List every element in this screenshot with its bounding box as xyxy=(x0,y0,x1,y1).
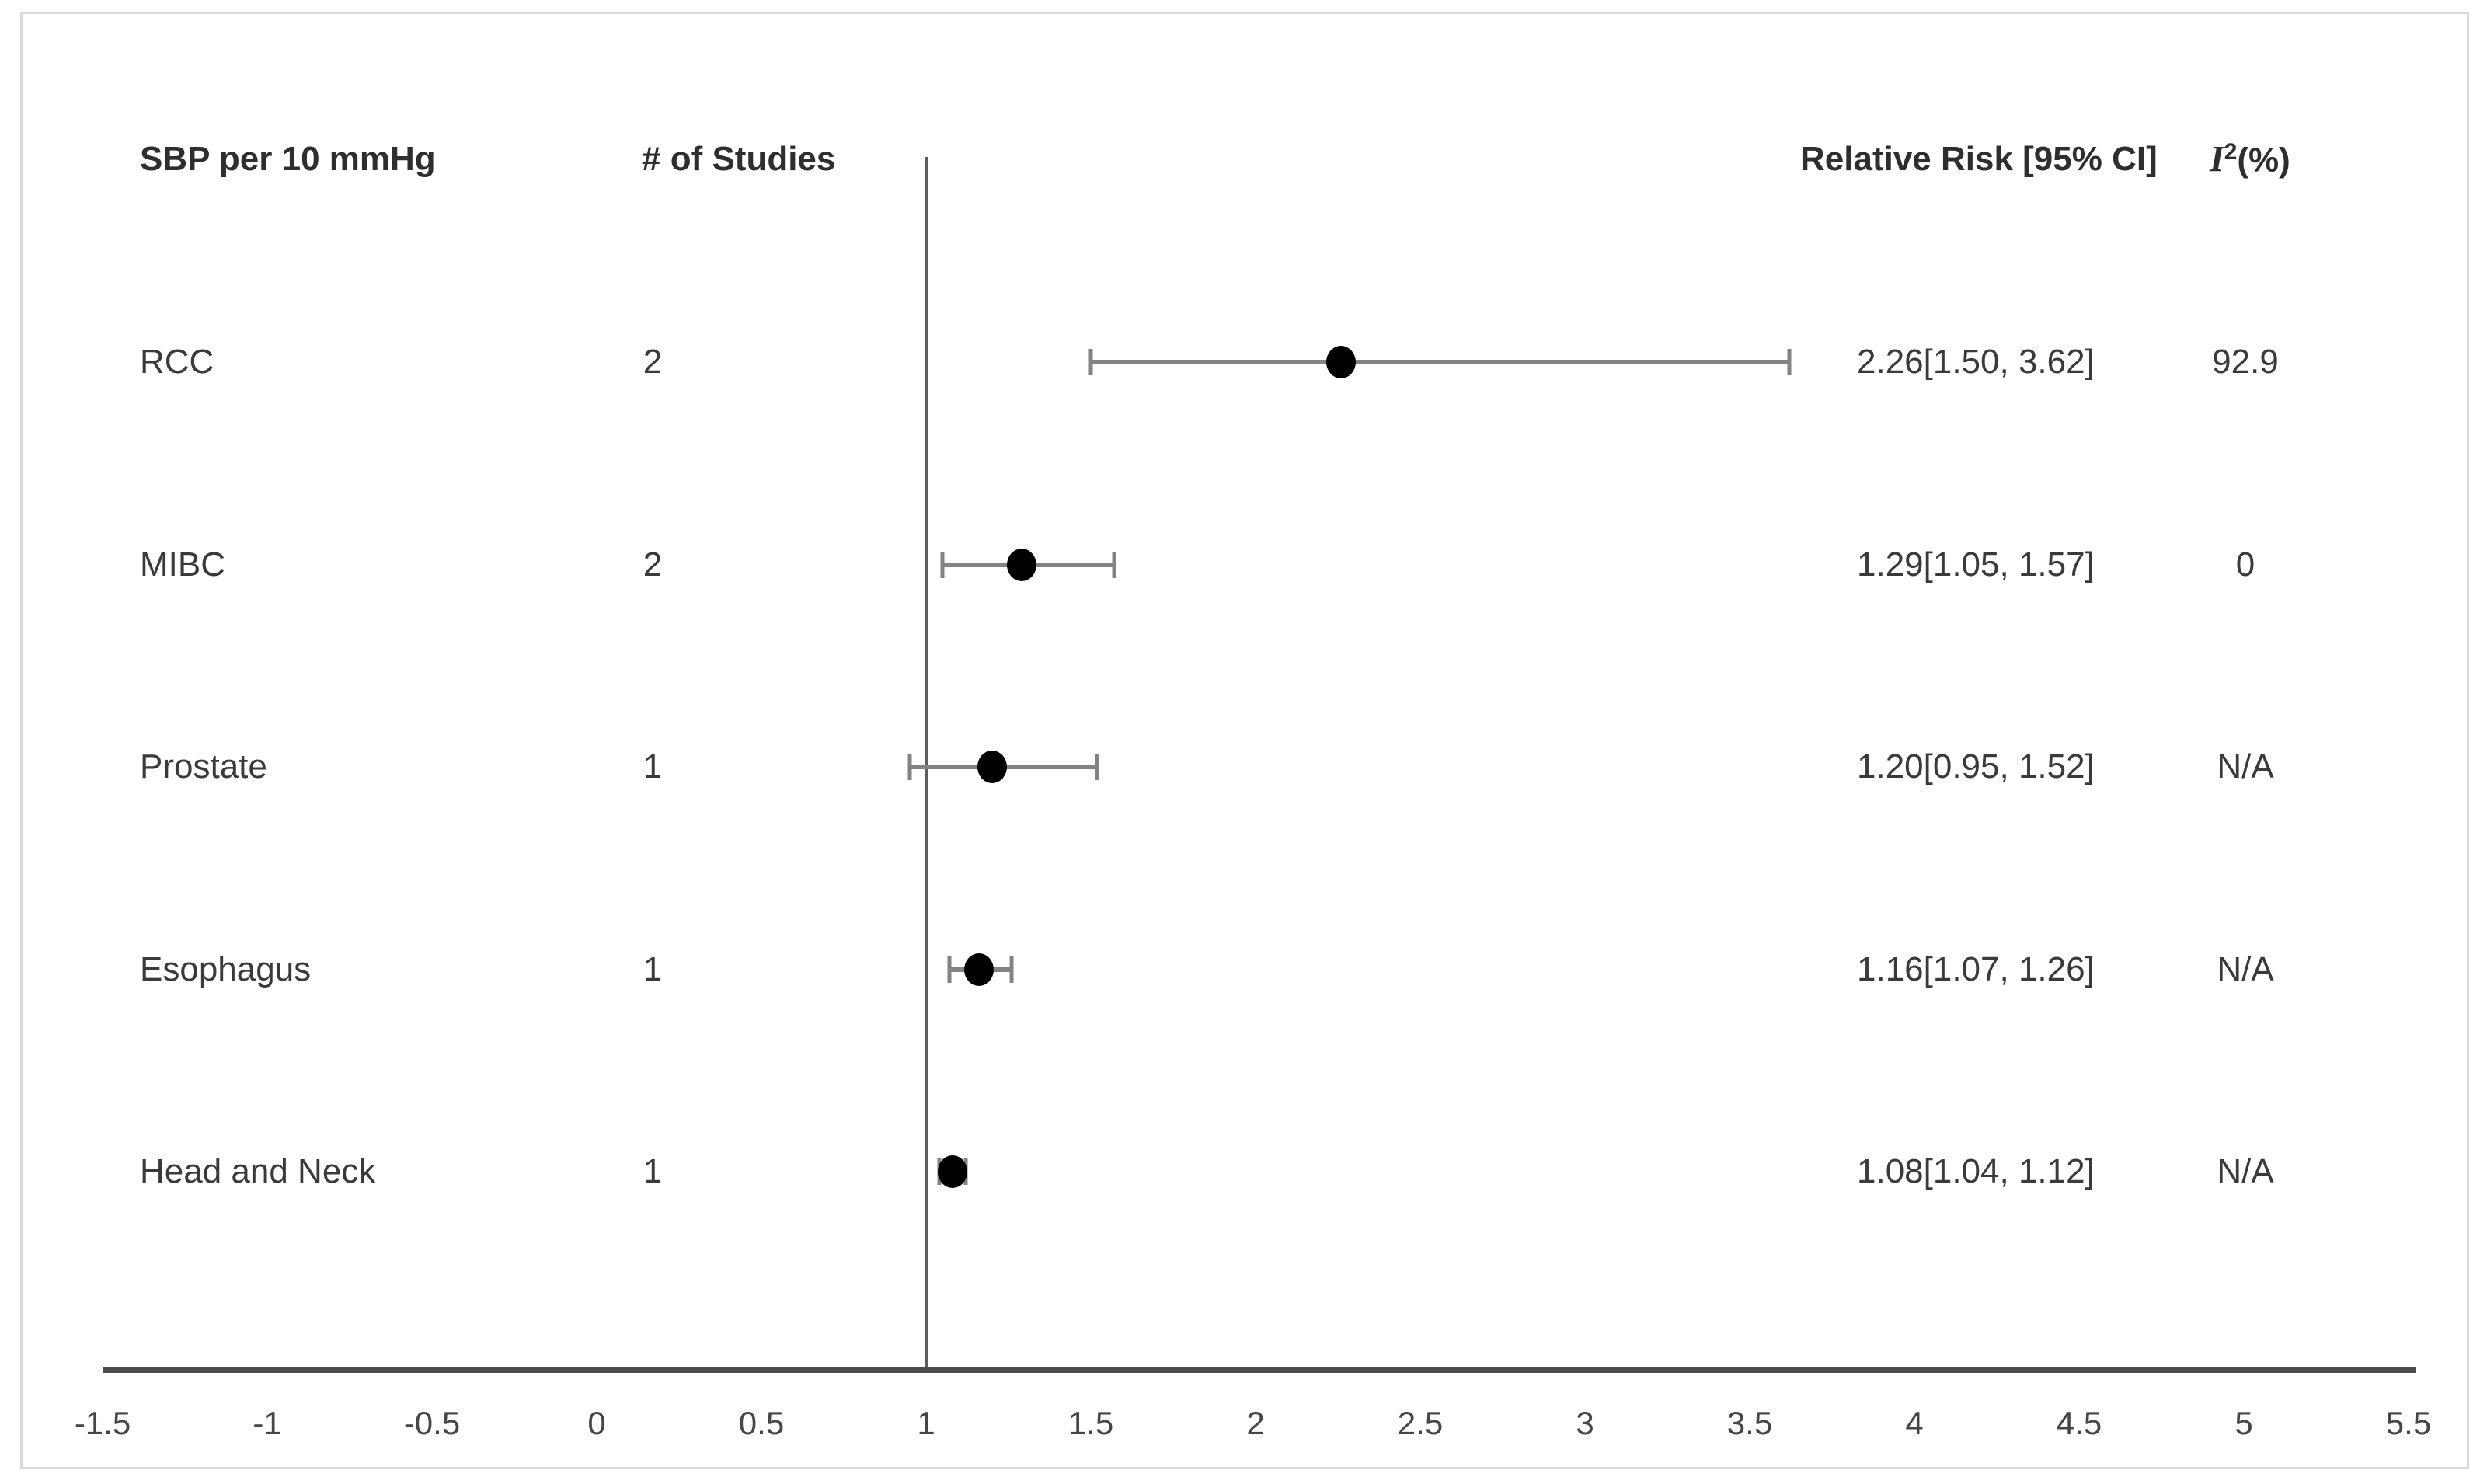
x-axis-line xyxy=(103,1367,2416,1373)
row-label: Esophagus xyxy=(140,949,312,988)
ci-cap-high xyxy=(1787,349,1792,375)
ci-cap-high xyxy=(1095,754,1099,780)
x-axis-tick-label: 4 xyxy=(1905,1405,1924,1441)
row-num-studies: 1 xyxy=(643,1152,663,1190)
x-axis-tick-label: -1.5 xyxy=(74,1405,131,1441)
x-axis-tick-label: 4.5 xyxy=(2056,1405,2102,1441)
x-axis-tick-label: 5.5 xyxy=(2385,1405,2432,1441)
x-axis-tick-label: 3 xyxy=(1576,1405,1594,1441)
x-axis-tick-label: -1 xyxy=(253,1405,282,1441)
ci-cap-high xyxy=(1009,956,1014,983)
ci-cap-low xyxy=(940,551,945,578)
column-header-relative-risk: Relative Risk [95% CI] xyxy=(1800,140,2158,178)
row-num-studies: 2 xyxy=(643,545,663,583)
column-header-num-studies: # of Studies xyxy=(642,140,836,178)
i-squared-percent-suffix: (%) xyxy=(2237,141,2290,179)
point-estimate-marker xyxy=(963,953,994,986)
x-axis-tick-label: 0 xyxy=(587,1405,606,1441)
ci-cap-low xyxy=(907,754,912,780)
column-header-exposure: SBP per 10 mmHg xyxy=(140,140,436,178)
row-label: Head and Neck xyxy=(140,1152,376,1190)
x-axis-tick-label: 1 xyxy=(917,1405,935,1441)
x-axis-tick-label: 1.5 xyxy=(1068,1405,1114,1441)
row-relative-risk-value: 1.08[1.04, 1.12] xyxy=(1857,1152,2095,1190)
ci-cap-low xyxy=(1088,349,1093,375)
row-relative-risk-value: 2.26[1.50, 3.62] xyxy=(1857,343,2095,381)
x-axis-tick-label: 0.5 xyxy=(738,1405,785,1441)
x-axis-tick-label: 2 xyxy=(1246,1405,1265,1441)
row-label: Prostate xyxy=(140,747,267,786)
ci-cap-low xyxy=(947,956,952,983)
row-label: MIBC xyxy=(140,545,225,583)
row-label: RCC xyxy=(140,343,214,381)
row-i-squared-value: N/A xyxy=(2217,949,2274,988)
ci-cap-high xyxy=(1112,551,1116,578)
figure-border xyxy=(20,12,2469,1469)
point-estimate-marker xyxy=(1326,346,1357,378)
ci-line xyxy=(1091,360,1789,364)
point-estimate-marker xyxy=(977,751,1007,783)
row-i-squared-value: N/A xyxy=(2217,747,2274,786)
row-i-squared-value: 0 xyxy=(2235,545,2255,583)
column-header-i-squared: I2(%) xyxy=(2210,138,2290,181)
row-i-squared-value: N/A xyxy=(2217,1152,2274,1190)
i-squared-exponent: 2 xyxy=(2224,138,2238,165)
row-num-studies: 1 xyxy=(643,747,663,786)
row-relative-risk-value: 1.16[1.07, 1.26] xyxy=(1857,949,2095,988)
point-estimate-marker xyxy=(937,1155,967,1188)
x-axis-tick-label: -0.5 xyxy=(403,1405,461,1441)
row-relative-risk-value: 1.20[0.95, 1.52] xyxy=(1857,747,2095,786)
x-axis-tick-label: 2.5 xyxy=(1397,1405,1444,1441)
x-axis-tick-label: 3.5 xyxy=(1726,1405,1773,1441)
x-axis-tick-label: 5 xyxy=(2234,1405,2253,1441)
row-num-studies: 2 xyxy=(643,343,663,381)
row-i-squared-value: 92.9 xyxy=(2212,343,2279,381)
i-squared-symbol: I xyxy=(2210,138,2224,180)
row-relative-risk-value: 1.29[1.05, 1.57] xyxy=(1857,545,2095,583)
row-num-studies: 1 xyxy=(643,949,663,988)
point-estimate-marker xyxy=(1006,548,1036,581)
